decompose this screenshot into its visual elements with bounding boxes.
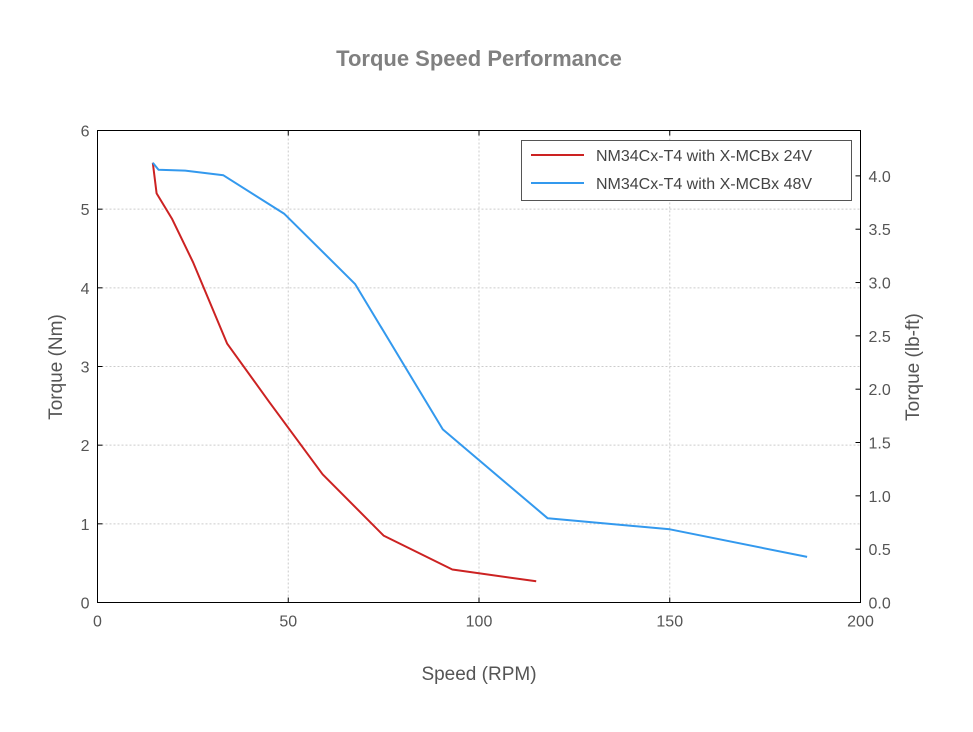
chart-title: Torque Speed Performance (336, 46, 622, 71)
y2-tick-label: 0.0 (869, 596, 891, 613)
y2-axis-label: Torque (lb-ft) (903, 313, 924, 421)
x-tick-label: 100 (466, 614, 493, 631)
y2-tick-label: 4.0 (869, 169, 891, 186)
y2-tick-label: 1.0 (869, 489, 891, 506)
series-line-48v (152, 162, 808, 558)
y2-tick-label: 1.5 (869, 436, 891, 453)
y2-tick-label: 3.0 (869, 276, 891, 293)
legend-box (521, 140, 852, 201)
y-tick-label: 1 (81, 517, 90, 534)
x-tick-label: 150 (656, 614, 683, 631)
x-tick-label: 200 (847, 614, 874, 631)
legend-label-48v: NM34Cx-T4 with X-MCBx 48V (596, 176, 812, 193)
y-tick-label: 2 (81, 438, 90, 455)
legend: NM34Cx-T4 with X-MCBx 24V NM34Cx-T4 with… (521, 140, 852, 201)
y2-tick-label: 2.0 (869, 382, 891, 399)
x-tick-label: 0 (93, 614, 102, 631)
y-tick-label: 0 (81, 596, 90, 613)
y-tick-label: 5 (81, 202, 90, 219)
series-line-24v (151, 162, 537, 583)
plot-series (151, 162, 808, 583)
x-axis-label: Speed (RPM) (421, 664, 536, 685)
y-tick-label: 4 (81, 281, 90, 298)
axis-ticks: 0 50 100 150 200 0 1 2 3 4 5 6 0.0 0.5 1.0 1.5 2.0 2.5 3.0… (81, 124, 891, 631)
y2-tick-label: 3.5 (869, 222, 891, 239)
y-axis-label: Torque (Nm) (46, 314, 67, 420)
grid-lines (97, 130, 861, 603)
y-tick-label: 6 (81, 124, 90, 141)
y2-tick-label: 2.5 (869, 329, 891, 346)
legend-label-24v: NM34Cx-T4 with X-MCBx 24V (596, 148, 812, 165)
x-tick-label: 50 (279, 614, 297, 631)
y-tick-label: 3 (81, 360, 90, 377)
y2-tick-label: 0.5 (869, 542, 891, 559)
